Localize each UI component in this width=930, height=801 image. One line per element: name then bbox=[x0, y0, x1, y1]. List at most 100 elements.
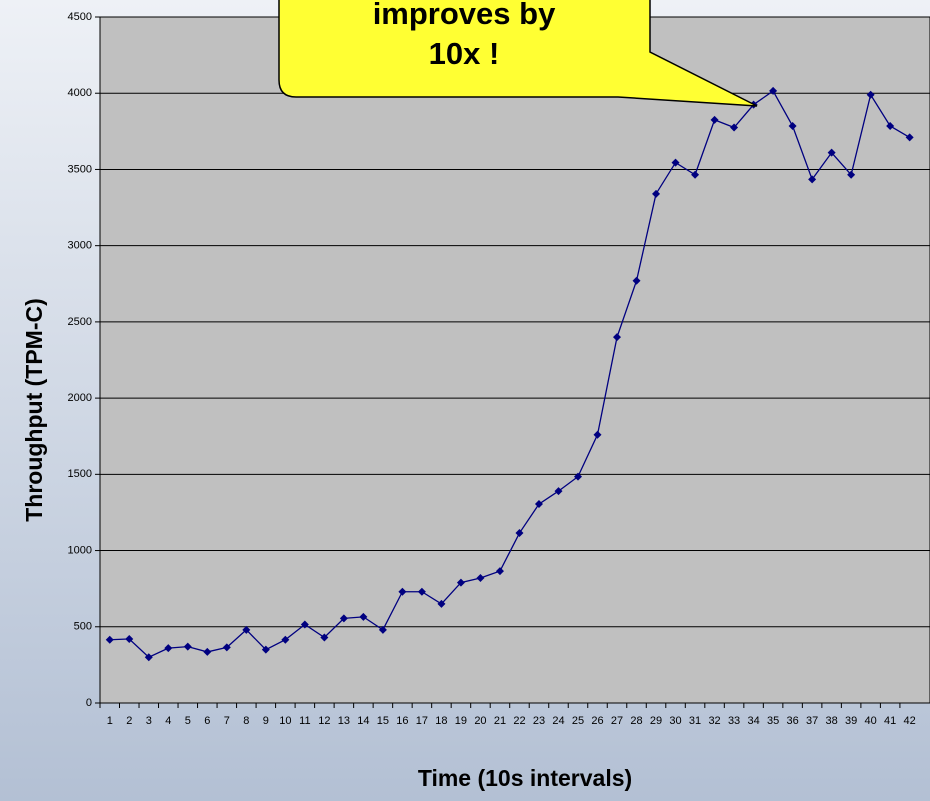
y-tick-label: 1000 bbox=[68, 544, 92, 556]
data-point bbox=[730, 123, 739, 132]
data-point bbox=[495, 567, 504, 576]
data-point bbox=[476, 573, 485, 582]
data-point bbox=[632, 276, 641, 285]
x-tick-label: 1 bbox=[107, 715, 113, 727]
y-axis-title: Throughput (TPM-C) bbox=[21, 298, 47, 522]
data-point bbox=[593, 430, 602, 439]
x-tick-label: 12 bbox=[318, 715, 330, 727]
data-point bbox=[339, 614, 348, 623]
x-axis-title: Time (10s intervals) bbox=[418, 765, 632, 791]
x-tick-label: 19 bbox=[455, 715, 467, 727]
x-tick-label: 7 bbox=[224, 715, 230, 727]
x-tick-label: 20 bbox=[474, 715, 486, 727]
x-tick-label: 38 bbox=[826, 715, 838, 727]
x-tick-label: 8 bbox=[243, 715, 249, 727]
series-line bbox=[109, 89, 910, 659]
data-point bbox=[554, 487, 563, 496]
x-tick-label: 42 bbox=[904, 715, 916, 727]
data-point bbox=[359, 612, 368, 621]
data-point bbox=[183, 642, 192, 651]
x-tick-label: 2 bbox=[126, 715, 132, 727]
data-point bbox=[613, 333, 622, 342]
x-tick-label: 41 bbox=[884, 715, 896, 727]
data-point bbox=[691, 170, 700, 179]
data-point bbox=[788, 121, 797, 130]
x-tick-label: 21 bbox=[494, 715, 506, 727]
x-tick-label: 6 bbox=[204, 715, 210, 727]
y-tick-label: 0 bbox=[86, 697, 92, 709]
x-tick-label: 26 bbox=[591, 715, 603, 727]
x-tick-label: 16 bbox=[396, 715, 408, 727]
data-point bbox=[320, 633, 329, 642]
data-point bbox=[203, 647, 212, 656]
data-point bbox=[164, 644, 173, 653]
y-tick-label: 500 bbox=[74, 621, 92, 633]
x-tick-label: 30 bbox=[669, 715, 681, 727]
y-tick-label: 2000 bbox=[68, 392, 92, 404]
data-point bbox=[866, 90, 875, 99]
x-tick-label: 37 bbox=[806, 715, 818, 727]
x-tick-label: 5 bbox=[185, 715, 191, 727]
data-point bbox=[437, 599, 446, 608]
x-tick-label: 10 bbox=[279, 715, 291, 727]
data-point bbox=[847, 170, 856, 179]
data-point bbox=[242, 625, 251, 634]
data-point bbox=[456, 578, 465, 587]
plot-area bbox=[99, 16, 930, 704]
x-tick-label: 28 bbox=[630, 715, 642, 727]
data-point bbox=[808, 175, 817, 184]
y-tick-label: 4500 bbox=[68, 11, 92, 23]
x-tick-label: 34 bbox=[747, 715, 759, 727]
data-point bbox=[105, 635, 114, 644]
x-tick-label: 18 bbox=[435, 715, 447, 727]
data-point bbox=[827, 148, 836, 157]
data-point bbox=[300, 620, 309, 629]
x-tick-label: 25 bbox=[572, 715, 584, 727]
x-tick-label: 14 bbox=[357, 715, 369, 727]
x-tick-label: 35 bbox=[767, 715, 779, 727]
x-tick-label: 33 bbox=[728, 715, 740, 727]
x-tick-label: 31 bbox=[689, 715, 701, 727]
x-tick-label: 13 bbox=[338, 715, 350, 727]
data-point bbox=[398, 587, 407, 596]
data-point bbox=[417, 587, 426, 596]
data-point bbox=[261, 645, 270, 654]
callout bbox=[278, 0, 758, 107]
data-point bbox=[125, 634, 134, 643]
x-tick-label: 29 bbox=[650, 715, 662, 727]
data-point bbox=[515, 529, 524, 538]
x-tick-label: 17 bbox=[416, 715, 428, 727]
x-tick-label: 4 bbox=[165, 715, 171, 727]
data-point bbox=[710, 115, 719, 124]
callout-text: 10x ! bbox=[429, 36, 500, 71]
x-tick-label: 22 bbox=[513, 715, 525, 727]
x-tick-label: 3 bbox=[146, 715, 152, 727]
data-point bbox=[886, 121, 895, 130]
data-point bbox=[222, 643, 231, 652]
y-tick-label: 4000 bbox=[68, 87, 92, 99]
y-tick-label: 3000 bbox=[68, 240, 92, 252]
data-point bbox=[144, 653, 153, 662]
x-tick-label: 40 bbox=[865, 715, 877, 727]
x-tick-label: 36 bbox=[786, 715, 798, 727]
y-tick-label: 3500 bbox=[68, 163, 92, 175]
data-point bbox=[378, 625, 387, 634]
data-point bbox=[573, 472, 582, 481]
data-point bbox=[534, 500, 543, 509]
callout-text: improves by bbox=[373, 0, 556, 31]
x-tick-label: 32 bbox=[708, 715, 720, 727]
x-tick-label: 9 bbox=[263, 715, 269, 727]
y-tick-label: 2500 bbox=[68, 316, 92, 328]
x-tick-label: 39 bbox=[845, 715, 857, 727]
data-point bbox=[281, 635, 290, 644]
y-tick-label: 1500 bbox=[68, 468, 92, 480]
data-point bbox=[652, 189, 661, 198]
x-tick-label: 15 bbox=[377, 715, 389, 727]
data-point bbox=[671, 158, 680, 167]
data-point bbox=[769, 86, 778, 95]
x-tick-label: 27 bbox=[611, 715, 623, 727]
x-tick-label: 11 bbox=[299, 715, 310, 727]
x-tick-label: 23 bbox=[533, 715, 545, 727]
x-tick-label: 24 bbox=[552, 715, 564, 727]
